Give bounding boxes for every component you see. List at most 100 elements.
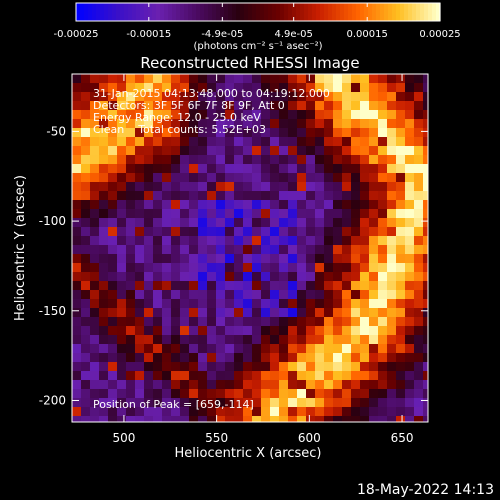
heatmap-cell [414,335,424,345]
heatmap-cell [189,110,199,120]
heatmap-cell [396,236,406,246]
heatmap-cell [180,110,190,120]
heatmap-cell [225,164,235,174]
heatmap-cell [144,326,154,336]
heatmap-cell [423,101,428,111]
heatmap-cell [216,308,226,318]
heatmap-cell [207,155,217,165]
heatmap-cell [180,308,190,318]
heatmap-cell [396,281,406,291]
heatmap-cell [207,101,217,111]
heatmap-cell [225,227,235,237]
heatmap-cell [198,245,208,255]
heatmap-cell [225,326,235,336]
heatmap-cell [243,83,253,93]
heatmap-cell [99,236,109,246]
heatmap-cell [153,362,163,372]
heatmap-cell [315,83,325,93]
heatmap-cell [423,308,428,318]
heatmap-cell [261,416,271,422]
heatmap-cell [153,407,163,417]
heatmap-cell [81,353,91,363]
heatmap-cell [270,146,280,156]
heatmap-cell [207,119,217,129]
heatmap-cell [207,236,217,246]
heatmap-cell [279,128,289,138]
heatmap-cell [315,317,325,327]
heatmap-cell [405,281,415,291]
heatmap-cell [306,200,316,210]
heatmap-cell [162,362,172,372]
heatmap-cell [207,245,217,255]
heatmap-cell [189,146,199,156]
heatmap-cell [99,245,109,255]
colorbar-strip [392,3,397,21]
heatmap-cell [225,218,235,228]
heatmap-cell [243,380,253,390]
heatmap-cell [387,227,397,237]
heatmap-cell [306,83,316,93]
heatmap-cell [171,263,181,273]
heatmap-cell [387,137,397,147]
heatmap-cell [126,110,136,120]
colorbar-strip [264,3,269,21]
heatmap-cell [72,290,82,300]
heatmap-cell [117,416,127,422]
heatmap-cell [306,416,316,422]
heatmap-cell [72,398,82,408]
heatmap-cell [369,317,379,327]
heatmap-cell [126,128,136,138]
heatmap-cell [387,209,397,219]
heatmap-cell [189,119,199,129]
heatmap-cell [324,164,334,174]
heatmap-cell [333,254,343,264]
heatmap-cell [351,101,361,111]
heatmap-cell [252,119,262,129]
heatmap-cell [117,326,127,336]
heatmap-cell [216,74,226,84]
heatmap-cell [342,218,352,228]
heatmap-cell [315,209,325,219]
heatmap-cell [144,137,154,147]
heatmap-cell [126,137,136,147]
heatmap-cell [369,164,379,174]
heatmap-cell [279,254,289,264]
heatmap-cell [135,263,145,273]
heatmap-cell [261,245,271,255]
colorbar-strip [352,3,357,21]
heatmap-cell [117,119,127,129]
colorbar-strip [312,3,317,21]
heatmap-cell [99,155,109,165]
heatmap-cell [369,344,379,354]
heatmap-cell [252,299,262,309]
colorbar-unit-label: (photons cm⁻² s⁻¹ asec⁻²) [193,41,322,52]
colorbar-strip [376,3,381,21]
heatmap-cell [198,128,208,138]
heatmap-cell [405,236,415,246]
heatmap-cell [414,245,424,255]
heatmap-cell [369,362,379,372]
heatmap-cell [207,146,217,156]
heatmap-cell [135,92,145,102]
heatmap-cell [252,218,262,228]
heatmap-cell [171,164,181,174]
heatmap-cell [99,407,109,417]
heatmap-cell [234,299,244,309]
heatmap-cell [90,218,100,228]
heatmap-cell [162,416,172,422]
heatmap-cell [216,92,226,102]
heatmap-cell [279,335,289,345]
heatmap-cell [288,317,298,327]
colorbar-strip [216,3,221,21]
heatmap-cell [72,92,82,102]
heatmap-cell [225,155,235,165]
heatmap-cell [126,164,136,174]
heatmap-cell [279,407,289,417]
heatmap-cell [153,254,163,264]
heatmap-cell [99,371,109,381]
heatmap-cell [387,110,397,120]
heatmap-cell [279,173,289,183]
heatmap-cell [288,137,298,147]
heatmap-cell [342,200,352,210]
heatmap-cell [351,182,361,192]
